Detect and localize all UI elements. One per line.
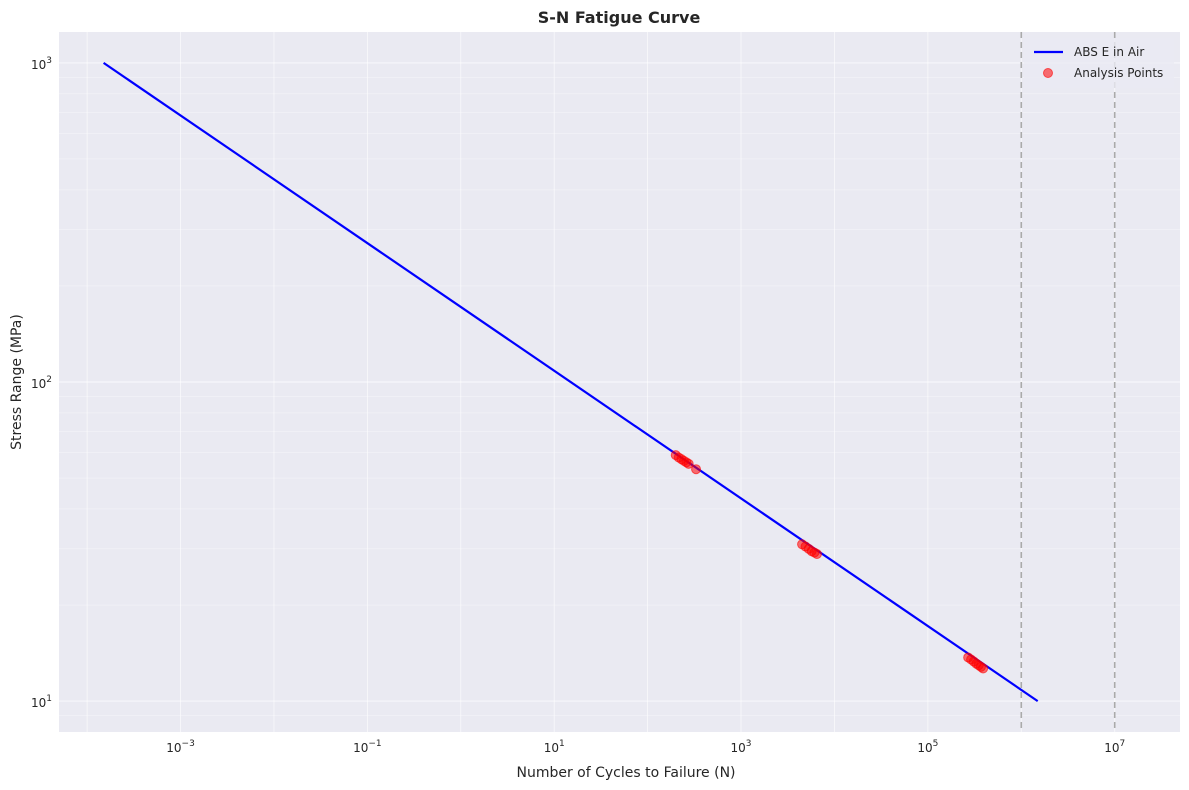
x-tick-label: 105: [917, 739, 938, 755]
x-axis-ticks: 10−3 10−1 101 103 105 107: [166, 739, 1125, 755]
legend-box: [1024, 38, 1174, 88]
x-tick-label: 10−3: [166, 739, 195, 755]
legend-label-scatter: Analysis Points: [1074, 66, 1163, 80]
legend-label-line: ABS E in Air: [1074, 45, 1144, 59]
y-tick-label: 102: [31, 375, 52, 391]
reference-lines: [1020, 32, 1116, 732]
x-tick-label: 10−1: [353, 739, 382, 755]
analysis-point: [683, 458, 694, 469]
y-tick-label: 103: [31, 56, 52, 72]
chart-title: S-N Fatigue Curve: [538, 8, 701, 27]
grid-layer: [59, 32, 1180, 732]
series-line-abs-e-in-air: [102, 61, 1039, 703]
legend: ABS E in Air Analysis Points: [1024, 38, 1174, 88]
analysis-point: [811, 549, 822, 560]
y-axis-ticks: 101 102 103: [31, 56, 52, 710]
analysis-point: [691, 464, 702, 475]
legend-marker-swatch: [1043, 68, 1053, 78]
x-tick-label: 103: [731, 739, 752, 755]
x-tick-label: 101: [544, 739, 565, 755]
analysis-point: [978, 663, 989, 674]
x-tick-label: 107: [1104, 739, 1125, 755]
series-layer: [102, 61, 1039, 703]
x-axis-label: Number of Cycles to Failure (N): [516, 765, 735, 781]
y-tick-label: 101: [31, 694, 52, 710]
y-axis-label: Stress Range (MPa): [9, 314, 25, 450]
